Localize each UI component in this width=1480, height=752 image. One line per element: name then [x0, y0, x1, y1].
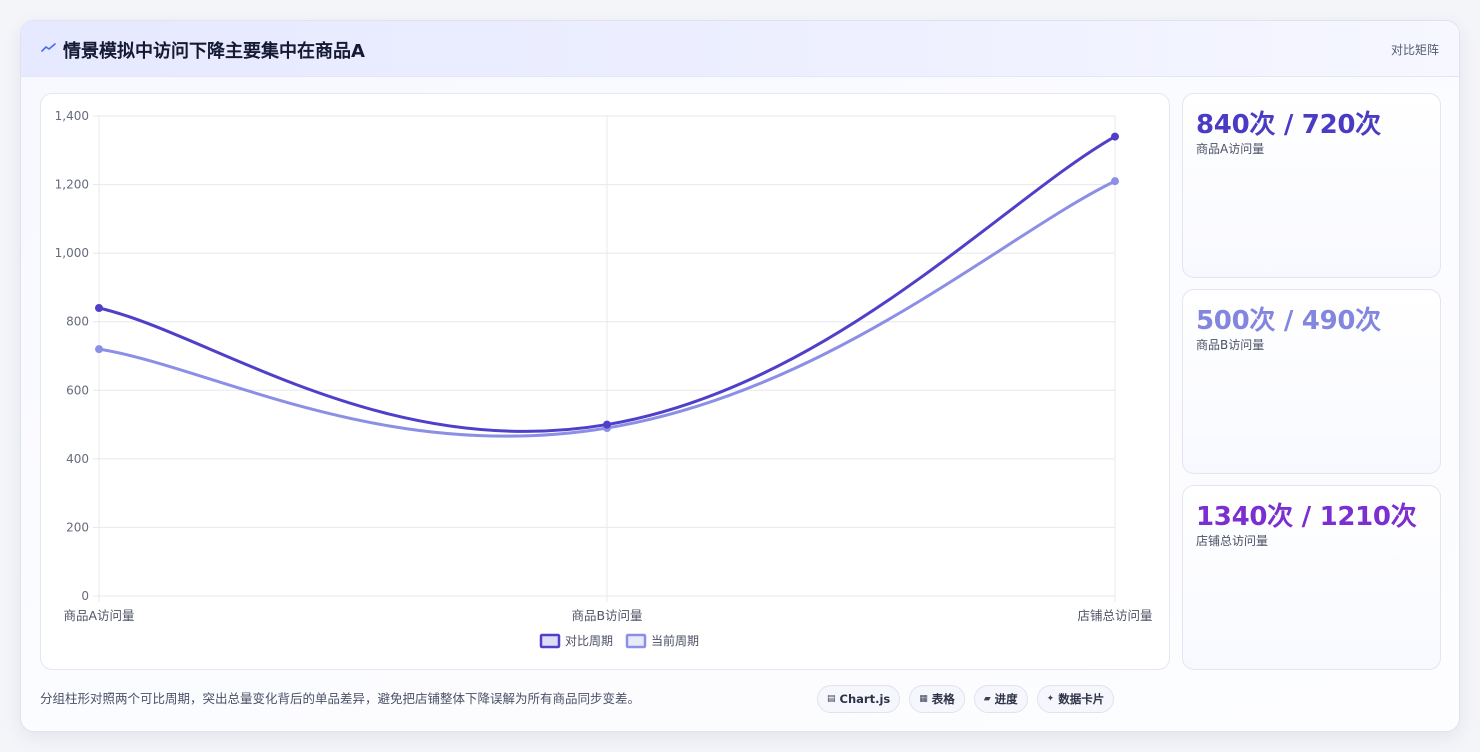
x-tick-label: 店铺总访问量	[1077, 608, 1152, 623]
chip-progress[interactable]: ▰ 进度	[973, 685, 1028, 713]
table-icon: ▦	[919, 694, 928, 704]
line-chart: 0 200 400 600 800 1,000 1,200 1,400 商品A访问量 商品B访问量…	[55, 109, 1153, 649]
chip-table[interactable]: ▦ 表格	[909, 685, 965, 713]
stat-value: 1340次 / 1210次	[1196, 502, 1417, 532]
legend-swatch	[625, 633, 647, 649]
stat-value: 500次 / 490次	[1196, 306, 1381, 336]
stat-value: 840次 / 720次	[1196, 110, 1381, 140]
chip-label: 数据卡片	[1058, 692, 1105, 706]
stat-label: 商品A访问量	[1196, 142, 1265, 156]
legend-swatch	[539, 633, 561, 649]
chip-chartjs[interactable]: ▤ Chart.js	[817, 685, 901, 713]
y-tick-label: 0	[81, 589, 89, 603]
y-tick-label: 1,200	[55, 178, 89, 192]
chip-label: Chart.js	[839, 692, 891, 706]
y-tick-label: 1,000	[55, 246, 89, 260]
comparison-matrix-tag: 对比矩阵	[1390, 43, 1439, 57]
legend-label: 当前周期	[651, 633, 699, 648]
tech-chips: ▤ Chart.js ▦ 表格 ▰ 进度 ✦ 数据卡片	[817, 685, 1115, 713]
trend-line-icon	[41, 43, 56, 52]
y-tick-label: 400	[66, 452, 89, 466]
data-point	[1111, 132, 1119, 141]
stat-label: 店铺总访问量	[1196, 534, 1269, 548]
footer-note: 分组柱形对照两个可比周期，突出总量变化背后的单品差异，避免把店铺整体下降误解为所…	[40, 691, 641, 706]
line-chart-panel: 0 200 400 600 800 1,000 1,200 1,400 商品A访问量 商品B访问量…	[40, 93, 1170, 670]
card-title: 情景模拟中访问下降主要集中在商品A	[63, 41, 365, 62]
y-tick-label: 200	[66, 520, 89, 534]
stat-card-product-b: 500次 / 490次 商品B访问量	[1182, 289, 1441, 474]
chip-label: 进度	[994, 692, 1018, 706]
y-tick-label: 1,400	[55, 109, 89, 123]
y-tick-label: 800	[66, 315, 89, 329]
x-tick-label: 商品B访问量	[571, 608, 642, 623]
chart-icon: ▤	[827, 694, 836, 704]
data-point	[603, 420, 611, 429]
x-tick-label: 商品A访问量	[63, 608, 134, 623]
dashboard-card: 情景模拟中访问下降主要集中在商品A 对比矩阵 0 200 400 600 800 1,00…	[20, 20, 1460, 732]
stat-card-store-total: 1340次 / 1210次 店铺总访问量	[1182, 485, 1441, 670]
y-tick-label: 600	[66, 383, 89, 397]
card-header: 情景模拟中访问下降主要集中在商品A 对比矩阵	[21, 21, 1459, 77]
data-point	[95, 345, 103, 354]
data-point	[1111, 177, 1119, 186]
chip-data-cards[interactable]: ✦ 数据卡片	[1036, 685, 1115, 713]
legend-label: 对比周期	[565, 634, 613, 648]
sparkle-icon: ✦	[1046, 694, 1055, 704]
stat-card-product-a: 840次 / 720次 商品A访问量	[1182, 93, 1441, 278]
stat-label: 商品B访问量	[1196, 338, 1265, 352]
chip-label: 表格	[931, 692, 955, 706]
data-point	[95, 304, 103, 312]
progress-icon: ▰	[983, 694, 991, 704]
